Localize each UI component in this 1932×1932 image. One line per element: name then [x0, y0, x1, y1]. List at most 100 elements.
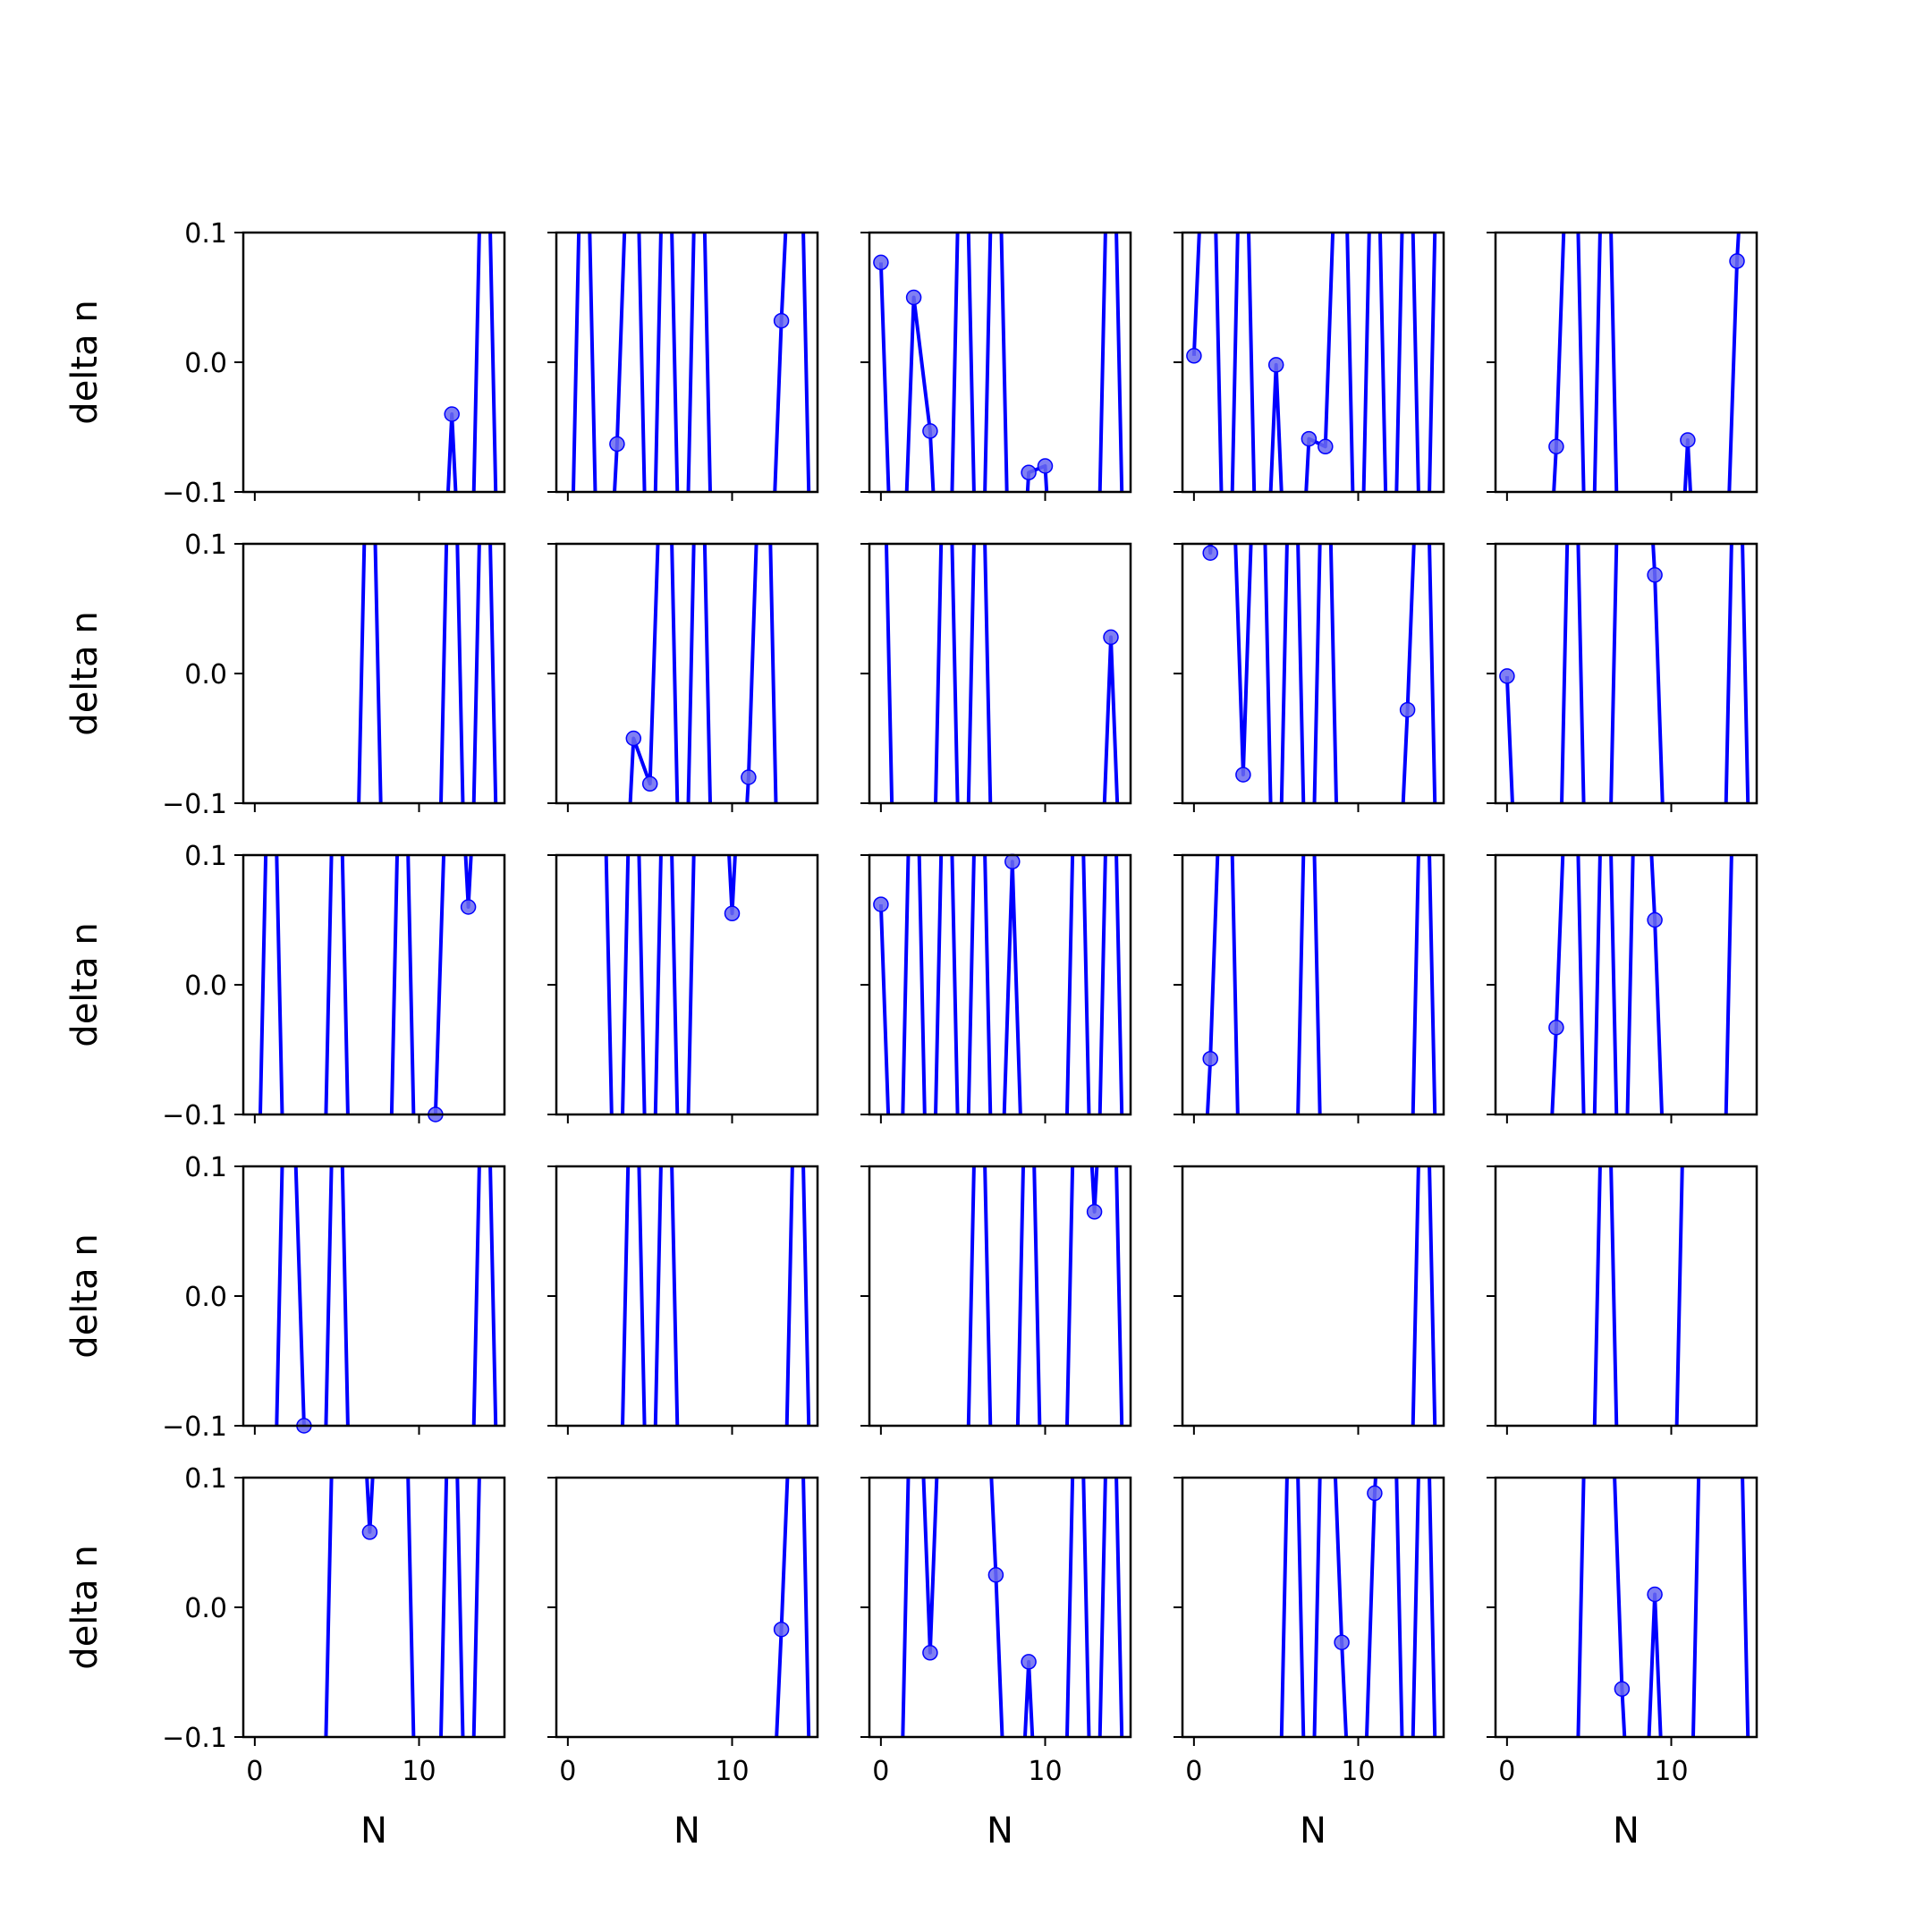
y-tick-label: 0.0: [184, 970, 227, 1002]
subplot-r3-c1: −0.1 0.0 0.1 delta n: [64, 841, 506, 1131]
data-point: [1680, 432, 1696, 448]
y-tick-label: 0.1: [184, 1152, 227, 1183]
axes-frame: [555, 853, 819, 1116]
series-line: [878, 233, 1124, 492]
data-point: [773, 312, 790, 329]
x-tick-label: 10: [1654, 1756, 1688, 1787]
axes-frame: [555, 1165, 819, 1428]
data-point: [609, 436, 625, 453]
subplot-r5-c2: 0 10 N: [547, 1476, 819, 1852]
axes-frame: [1494, 231, 1758, 494]
data-point: [873, 896, 889, 912]
axes-frame: [242, 231, 506, 494]
x-tick-label: 0: [559, 1756, 576, 1787]
data-point: [1548, 1020, 1564, 1036]
data-point: [1647, 911, 1663, 928]
data-point: [641, 775, 658, 792]
axes-frame: [242, 542, 506, 805]
data-point: [987, 1567, 1004, 1583]
data-point: [873, 254, 889, 271]
x-tick-label: 0: [872, 1756, 889, 1787]
subplot-r4-c1: −0.1 0.0 0.1 delta n: [64, 1152, 506, 1443]
subplot-r3-c4: [1174, 853, 1445, 1123]
data-point: [1499, 668, 1515, 684]
y-tick-label: 0.1: [184, 530, 227, 561]
data-point: [724, 905, 741, 922]
series-line: [357, 544, 498, 803]
data-point: [1202, 1050, 1218, 1067]
data-point: [1021, 1654, 1037, 1670]
y-tick-label: 0.1: [184, 841, 227, 872]
data-point: [361, 1524, 378, 1540]
data-point: [1103, 629, 1119, 646]
data-point: [1186, 348, 1202, 364]
subplot-r4-c4: [1174, 1165, 1445, 1435]
series-line: [1550, 855, 1733, 1114]
data-point: [1267, 357, 1284, 373]
axes-frame: [1494, 1165, 1758, 1428]
x-tick-label: 10: [1341, 1756, 1375, 1787]
series-line: [1205, 855, 1437, 1114]
series-line: [966, 1166, 1124, 1426]
y-tick-label: −0.1: [162, 789, 227, 820]
data-point: [905, 289, 922, 306]
x-axis-label: N: [674, 1810, 700, 1852]
subplot-r5-c3: 0 10 N: [860, 1476, 1132, 1852]
y-tick-label: −0.1: [162, 1100, 227, 1131]
subplot-r5-c1: −0.1 0.0 0.1 0 10 delta n N: [64, 1463, 506, 1852]
subplot-r2-c1: −0.1 0.0 0.1 delta n: [64, 530, 506, 820]
subplot-r5-c5: 0 10 N: [1487, 1476, 1758, 1852]
subplot-r3-c2: [547, 853, 819, 1123]
y-axis-label: delta n: [64, 300, 106, 424]
data-point: [1399, 701, 1416, 718]
data-point: [1548, 438, 1564, 455]
x-axis-label: N: [1300, 1810, 1326, 1852]
series-line: [571, 233, 811, 492]
data-point: [1021, 464, 1037, 481]
y-tick-label: 0.1: [184, 218, 227, 250]
axes-frame: [1181, 1165, 1445, 1428]
subplot-r1-c4: [1174, 231, 1445, 501]
subplot-r2-c5: [1487, 542, 1758, 812]
x-tick-label: 10: [1028, 1756, 1062, 1787]
subplot-r3-c3: [860, 853, 1132, 1123]
x-tick-label: 10: [402, 1756, 436, 1787]
series-line: [275, 1166, 498, 1426]
y-tick-label: 0.0: [184, 659, 227, 691]
subplot-r5-c4: 0 10 N: [1174, 1476, 1445, 1852]
series-line: [604, 855, 737, 1114]
series-line: [1279, 1478, 1437, 1737]
data-point: [1729, 253, 1745, 269]
y-tick-label: −0.1: [162, 1411, 227, 1443]
subplot-r1-c3: [860, 231, 1132, 501]
data-point: [1318, 438, 1334, 455]
data-point: [741, 769, 757, 785]
y-axis-label: delta n: [64, 611, 106, 735]
x-tick-label: 0: [1185, 1756, 1202, 1787]
subplot-r4-c2: [547, 1165, 819, 1435]
data-point: [460, 899, 477, 915]
axes-frame: [1494, 1476, 1758, 1739]
x-axis-label: N: [987, 1810, 1013, 1852]
axes-frame: [555, 542, 819, 805]
subplot-r1-c1: −0.1 0.0 0.1 delta n: [64, 218, 506, 509]
axes-frame: [242, 1476, 506, 1739]
y-tick-label: 0.1: [184, 1463, 227, 1495]
series-line: [324, 1478, 481, 1737]
subplot-r1-c2: [547, 231, 819, 501]
subplot-r1-c5: [1487, 231, 1758, 501]
y-tick-label: −0.1: [162, 1723, 227, 1754]
subplot-r4-c3: [860, 1165, 1132, 1435]
data-point: [922, 423, 938, 439]
y-tick-label: 0.0: [184, 348, 227, 379]
y-axis-label: delta n: [64, 922, 106, 1046]
x-tick-label: 0: [1498, 1756, 1515, 1787]
series-line: [628, 544, 778, 803]
series-line: [901, 1478, 1124, 1737]
subplot-r2-c4: [1174, 542, 1445, 812]
x-tick-label: 10: [715, 1756, 749, 1787]
x-axis-label: N: [1613, 1810, 1640, 1852]
data-point: [1004, 853, 1021, 870]
y-tick-label: 0.0: [184, 1282, 227, 1313]
